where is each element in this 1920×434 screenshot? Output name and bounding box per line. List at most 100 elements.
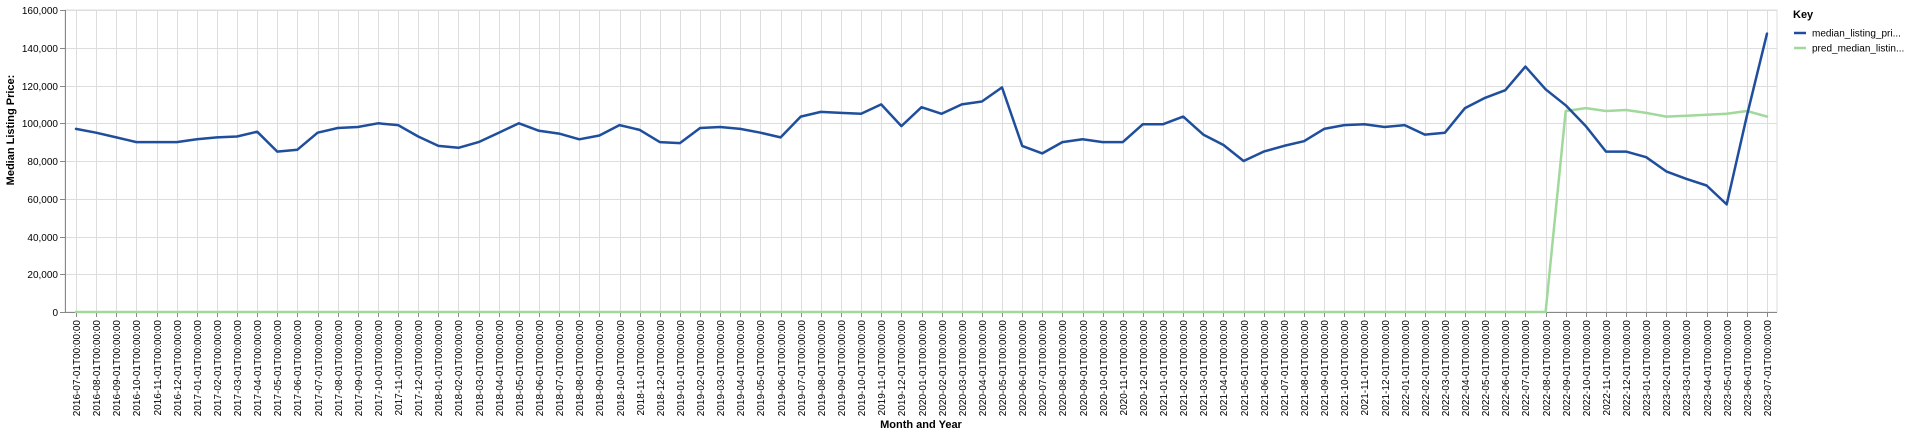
x-tick-label: 2017-06-01T00:00:00 (293, 320, 304, 417)
x-tick-label: 2021-05-01T00:00:00 (1240, 320, 1251, 417)
x-tick-label: 2018-05-01T00:00:00 (515, 320, 526, 417)
x-tick-label: 2016-12-01T00:00:00 (173, 320, 184, 417)
x-tick-label: 2021-07-01T00:00:00 (1280, 320, 1291, 417)
x-tick-label: 2020-08-01T00:00:00 (1058, 320, 1069, 417)
legend: Key median_listing_pri... pred_median_lis… (1793, 9, 1904, 55)
x-tick-label: 2021-08-01T00:00:00 (1300, 320, 1311, 417)
x-tick-label: 2017-09-01T00:00:00 (354, 320, 365, 417)
x-tick-label: 2022-08-01T00:00:00 (1542, 320, 1553, 417)
x-tick-label: 2016-07-01T00:00:00 (72, 320, 83, 417)
x-tick-label: 2017-01-01T00:00:00 (193, 320, 204, 417)
x-tick-label: 2018-11-01T00:00:00 (636, 320, 647, 416)
x-tick-label: 2023-02-01T00:00:00 (1662, 320, 1673, 417)
x-tick-label: 2023-03-01T00:00:00 (1682, 320, 1693, 417)
x-tick-label: 2017-03-01T00:00:00 (233, 320, 244, 417)
x-tick-label: 2017-11-01T00:00:00 (394, 320, 405, 416)
x-tick-label: 2019-10-01T00:00:00 (857, 320, 868, 417)
legend-label: pred_median_listin... (1812, 44, 1904, 55)
x-tick-label: 2017-07-01T00:00:00 (314, 320, 325, 417)
gridlines (64, 9, 1778, 313)
series-line-median-listing-price (74, 32, 1769, 206)
axes: 0 20,000 40,000 60,000 80,000 100,000 120,000 1… (22, 6, 1777, 416)
x-tick-label: 2019-12-01T00:00:00 (897, 320, 908, 417)
x-tick-label: 2022-12-01T00:00:00 (1622, 320, 1633, 417)
x-tick-label: 2016-10-01T00:00:00 (132, 320, 143, 417)
x-tick-label: 2020-11-01T00:00:00 (1119, 320, 1130, 416)
x-tick-label: 2018-06-01T00:00:00 (535, 320, 546, 417)
x-tick-label: 2021-01-01T00:00:00 (1159, 320, 1170, 417)
x-tick-label: 2019-05-01T00:00:00 (756, 320, 767, 417)
x-tick-label: 2021-02-01T00:00:00 (1179, 320, 1190, 417)
y-tick-label: 140,000 (22, 44, 59, 55)
x-tick-label: 2021-10-01T00:00:00 (1340, 320, 1351, 417)
y-tick-label: 160,000 (22, 6, 59, 17)
x-tick-label: 2023-07-01T00:00:00 (1763, 320, 1774, 417)
x-tick-label: 2017-04-01T00:00:00 (253, 320, 264, 417)
x-tick-label: 2020-06-01T00:00:00 (1018, 320, 1029, 417)
x-tick-label: 2017-05-01T00:00:00 (273, 320, 284, 417)
x-tick-label: 2021-03-01T00:00:00 (1199, 320, 1210, 417)
x-tick-label: 2020-04-01T00:00:00 (978, 320, 989, 417)
x-tick-label: 2021-12-01T00:00:00 (1381, 320, 1392, 417)
x-tick-label: 2016-08-01T00:00:00 (92, 320, 103, 417)
x-tick-label: 2022-02-01T00:00:00 (1421, 320, 1432, 417)
x-tick-label: 2020-01-01T00:00:00 (918, 320, 929, 417)
series-line-pred-median-listing-price (74, 106, 1769, 314)
x-axis-title: Month and Year (880, 419, 962, 431)
x-tick-label: 2023-06-01T00:00:00 (1743, 320, 1754, 417)
x-tick-label: 2018-02-01T00:00:00 (454, 320, 465, 417)
x-tick-label: 2023-04-01T00:00:00 (1703, 320, 1714, 417)
y-tick-label: 40,000 (27, 233, 58, 244)
x-tick-label: 2018-10-01T00:00:00 (616, 320, 627, 417)
x-tick-label: 2019-11-01T00:00:00 (877, 320, 888, 416)
x-tick-label: 2016-09-01T00:00:00 (112, 320, 123, 417)
x-tick-label: 2022-06-01T00:00:00 (1501, 320, 1512, 417)
x-tick-label: 2019-01-01T00:00:00 (676, 320, 687, 417)
x-tick-label: 2021-09-01T00:00:00 (1320, 320, 1331, 417)
legend-title: Key (1793, 9, 1814, 21)
y-tick-label: 80,000 (27, 157, 58, 168)
x-tick-label: 2019-06-01T00:00:00 (777, 320, 788, 417)
x-tick-label: 2022-07-01T00:00:00 (1521, 320, 1532, 417)
x-tick-label: 2023-01-01T00:00:00 (1642, 320, 1653, 417)
x-tick-label: 2018-04-01T00:00:00 (495, 320, 506, 417)
x-tick-label: 2022-03-01T00:00:00 (1441, 320, 1452, 417)
x-tick-label: 2021-11-01T00:00:00 (1360, 320, 1371, 416)
x-tick-label: 2023-05-01T00:00:00 (1723, 320, 1734, 417)
x-tick-label: 2020-09-01T00:00:00 (1079, 320, 1090, 417)
x-tick-label: 2018-03-01T00:00:00 (475, 320, 486, 417)
y-axis-title: Median Listing Price: (5, 75, 17, 186)
x-tick-label: 2016-11-01T00:00:00 (153, 320, 164, 416)
x-tick-label: 2017-02-01T00:00:00 (213, 320, 224, 417)
x-tick-label: 2020-03-01T00:00:00 (958, 320, 969, 417)
x-tick-label: 2018-12-01T00:00:00 (656, 320, 667, 417)
x-tick-label: 2017-08-01T00:00:00 (334, 320, 345, 417)
x-tick-label: 2019-03-01T00:00:00 (716, 320, 727, 417)
x-tick-label: 2022-11-01T00:00:00 (1602, 320, 1613, 416)
y-tick-label: 20,000 (27, 270, 58, 281)
x-tick-label: 2020-05-01T00:00:00 (998, 320, 1009, 417)
x-tick-label: 2019-09-01T00:00:00 (837, 320, 848, 417)
y-tick-label: 60,000 (27, 195, 58, 206)
x-tick-label: 2022-05-01T00:00:00 (1481, 320, 1492, 417)
x-tick-label: 2022-10-01T00:00:00 (1582, 320, 1593, 417)
x-tick-label: 2022-01-01T00:00:00 (1401, 320, 1412, 417)
x-tick-label: 2018-01-01T00:00:00 (434, 320, 445, 417)
y-tick-label: 100,000 (22, 119, 59, 130)
x-tick-label: 2020-02-01T00:00:00 (938, 320, 949, 417)
x-tick-label: 2021-06-01T00:00:00 (1260, 320, 1271, 417)
x-tick-label: 2019-07-01T00:00:00 (797, 320, 808, 417)
x-tick-label: 2022-04-01T00:00:00 (1461, 320, 1472, 417)
y-tick-label: 120,000 (22, 82, 59, 93)
x-tick-label: 2017-10-01T00:00:00 (374, 320, 385, 417)
x-tick-label: 2021-04-01T00:00:00 (1219, 320, 1230, 417)
x-tick-label: 2018-08-01T00:00:00 (575, 320, 586, 417)
x-tick-label: 2018-09-01T00:00:00 (595, 320, 606, 417)
y-tick-label: 0 (52, 308, 58, 319)
x-tick-label: 2019-08-01T00:00:00 (817, 320, 828, 417)
x-tick-label: 2020-10-01T00:00:00 (1099, 320, 1110, 417)
x-tick-label: 2019-04-01T00:00:00 (736, 320, 747, 417)
x-tick-label: 2020-07-01T00:00:00 (1038, 320, 1049, 417)
series-lines (74, 32, 1769, 314)
